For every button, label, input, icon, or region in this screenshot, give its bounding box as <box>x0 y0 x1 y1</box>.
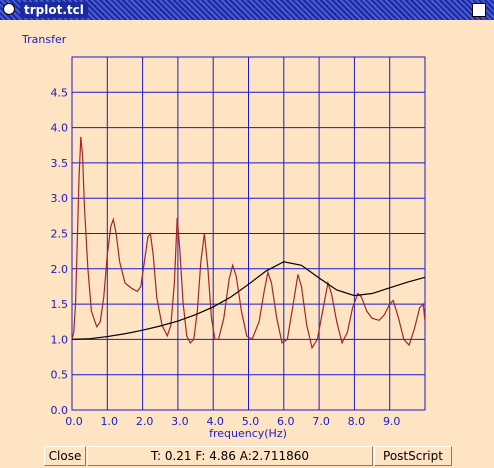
window-menu-icon[interactable] <box>3 3 15 15</box>
title-bar: trplot.tcl <box>0 0 494 20</box>
y-tick-label: 1.0 <box>51 333 69 346</box>
x-tick-label: 0.0 <box>65 415 83 428</box>
x-tick-label: 4.0 <box>206 415 224 428</box>
y-tick-label: 2.5 <box>51 228 69 241</box>
x-tick-label: 6.0 <box>277 415 295 428</box>
y-tick-label: 3.0 <box>51 192 69 205</box>
x-tick-label: 8.0 <box>348 415 366 428</box>
status-label: T: 0.21 F: 4.86 A:2.711860 <box>87 446 373 466</box>
x-tick-label: 1.0 <box>101 415 119 428</box>
chart: Transfer frequency(Hz) 0.0 0.5 1.0 1.5 2.0 2.… <box>21 33 426 440</box>
x-axis-label: frequency(Hz) <box>209 427 287 440</box>
y-tick-label: 0.0 <box>51 404 69 417</box>
y-tick-label: 4.0 <box>51 122 69 135</box>
y-tick-label: 2.0 <box>51 263 69 276</box>
y-tick-label: 4.5 <box>51 86 69 99</box>
y-tick-label: 1.5 <box>51 298 69 311</box>
x-tick-label: 7.0 <box>312 415 330 428</box>
window-title: trplot.tcl <box>20 2 88 18</box>
window-maximize[interactable] <box>472 3 486 17</box>
x-tick-label: 2.0 <box>136 415 154 428</box>
x-tick-label: 3.0 <box>171 415 189 428</box>
y-axis-label: Transfer <box>21 33 67 46</box>
close-button[interactable]: Close <box>44 446 86 466</box>
x-tick-label: 9.0 <box>383 415 401 428</box>
series-line <box>71 261 426 340</box>
postscript-button[interactable]: PostScript <box>374 446 452 466</box>
x-tick-label: 5.0 <box>242 415 260 428</box>
y-tick-label: 3.5 <box>51 157 69 170</box>
y-tick-label: 0.5 <box>51 369 69 382</box>
